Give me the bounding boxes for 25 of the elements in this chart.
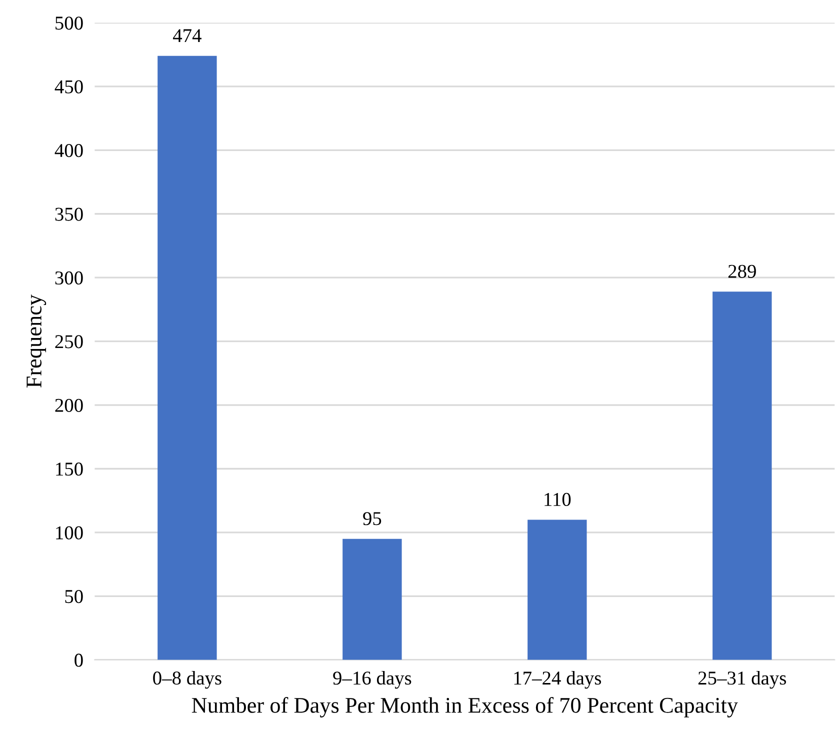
x-axis-title: Number of Days Per Month in Excess of 70 Percent Capacity (192, 697, 738, 718)
data-label: 95 (363, 512, 382, 526)
y-axis-title: Frequency (26, 294, 46, 388)
y-tick-label: 150 (56, 462, 83, 476)
y-tick-label: 200 (55, 398, 83, 412)
bar (528, 520, 587, 660)
bar (342, 538, 402, 660)
x-tick-label: 17–24 days (514, 670, 602, 689)
data-label: 110 (544, 492, 571, 506)
y-tick-label: 250 (55, 335, 83, 348)
y-tick-label: 350 (55, 208, 83, 221)
data-label: 474 (172, 29, 202, 42)
x-tick-label: 0–8 days (153, 670, 222, 689)
x-tick-label: 25–31 days (698, 670, 786, 689)
y-tick-label: 50 (65, 590, 83, 604)
y-tick-label: 500 (56, 16, 83, 30)
y-tick-label: 300 (55, 271, 83, 285)
x-tick-label: 9–16 days (333, 670, 412, 689)
y-tick-label: 0 (74, 654, 83, 667)
data-label: 289 (728, 264, 756, 278)
bar (158, 56, 217, 660)
y-tick-label: 100 (56, 526, 83, 540)
y-tick-label: 400 (54, 144, 83, 158)
bar (712, 292, 772, 660)
y-tick-label: 450 (54, 80, 83, 94)
